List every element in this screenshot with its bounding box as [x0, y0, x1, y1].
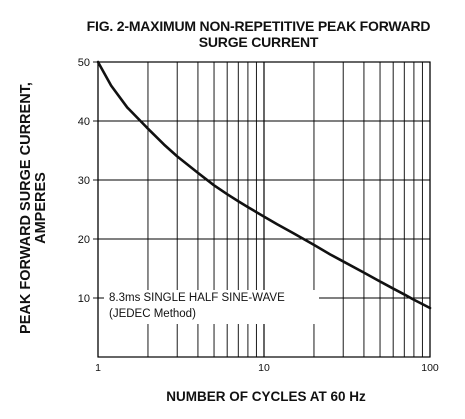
y-tick-label: 20 [78, 234, 90, 246]
y-tick-label: 40 [78, 116, 90, 128]
y-tick-label: 50 [78, 57, 90, 69]
y-tick-label: 30 [78, 175, 90, 187]
tick-labels: 10 20 30 40 50 1 10 100 [78, 57, 439, 374]
plot-frame [97, 61, 431, 358]
annotation-background [104, 290, 319, 324]
x-axis-label: NUMBER OF CYCLES AT 60 Hz [166, 389, 366, 404]
x-tick-label: 1 [95, 362, 101, 374]
annotation-group: 8.3ms SINGLE HALF SINE-WAVE (JEDEC Metho… [104, 290, 319, 324]
annotation-line-2: (JEDEC Method) [109, 308, 196, 320]
chart-subtitle: SURGE CURRENT [198, 34, 319, 50]
x-tick-label: 10 [258, 362, 270, 374]
x-tick-label: 100 [421, 362, 439, 374]
series-line [96, 60, 432, 310]
series-group [96, 60, 432, 310]
chart-title: FIG. 2-MAXIMUM NON-REPETITIVE PEAK FORWA… [86, 18, 431, 34]
y-tick-label: 10 [78, 293, 90, 305]
annotation-line-1: 8.3ms SINGLE HALF SINE-WAVE [109, 292, 285, 304]
